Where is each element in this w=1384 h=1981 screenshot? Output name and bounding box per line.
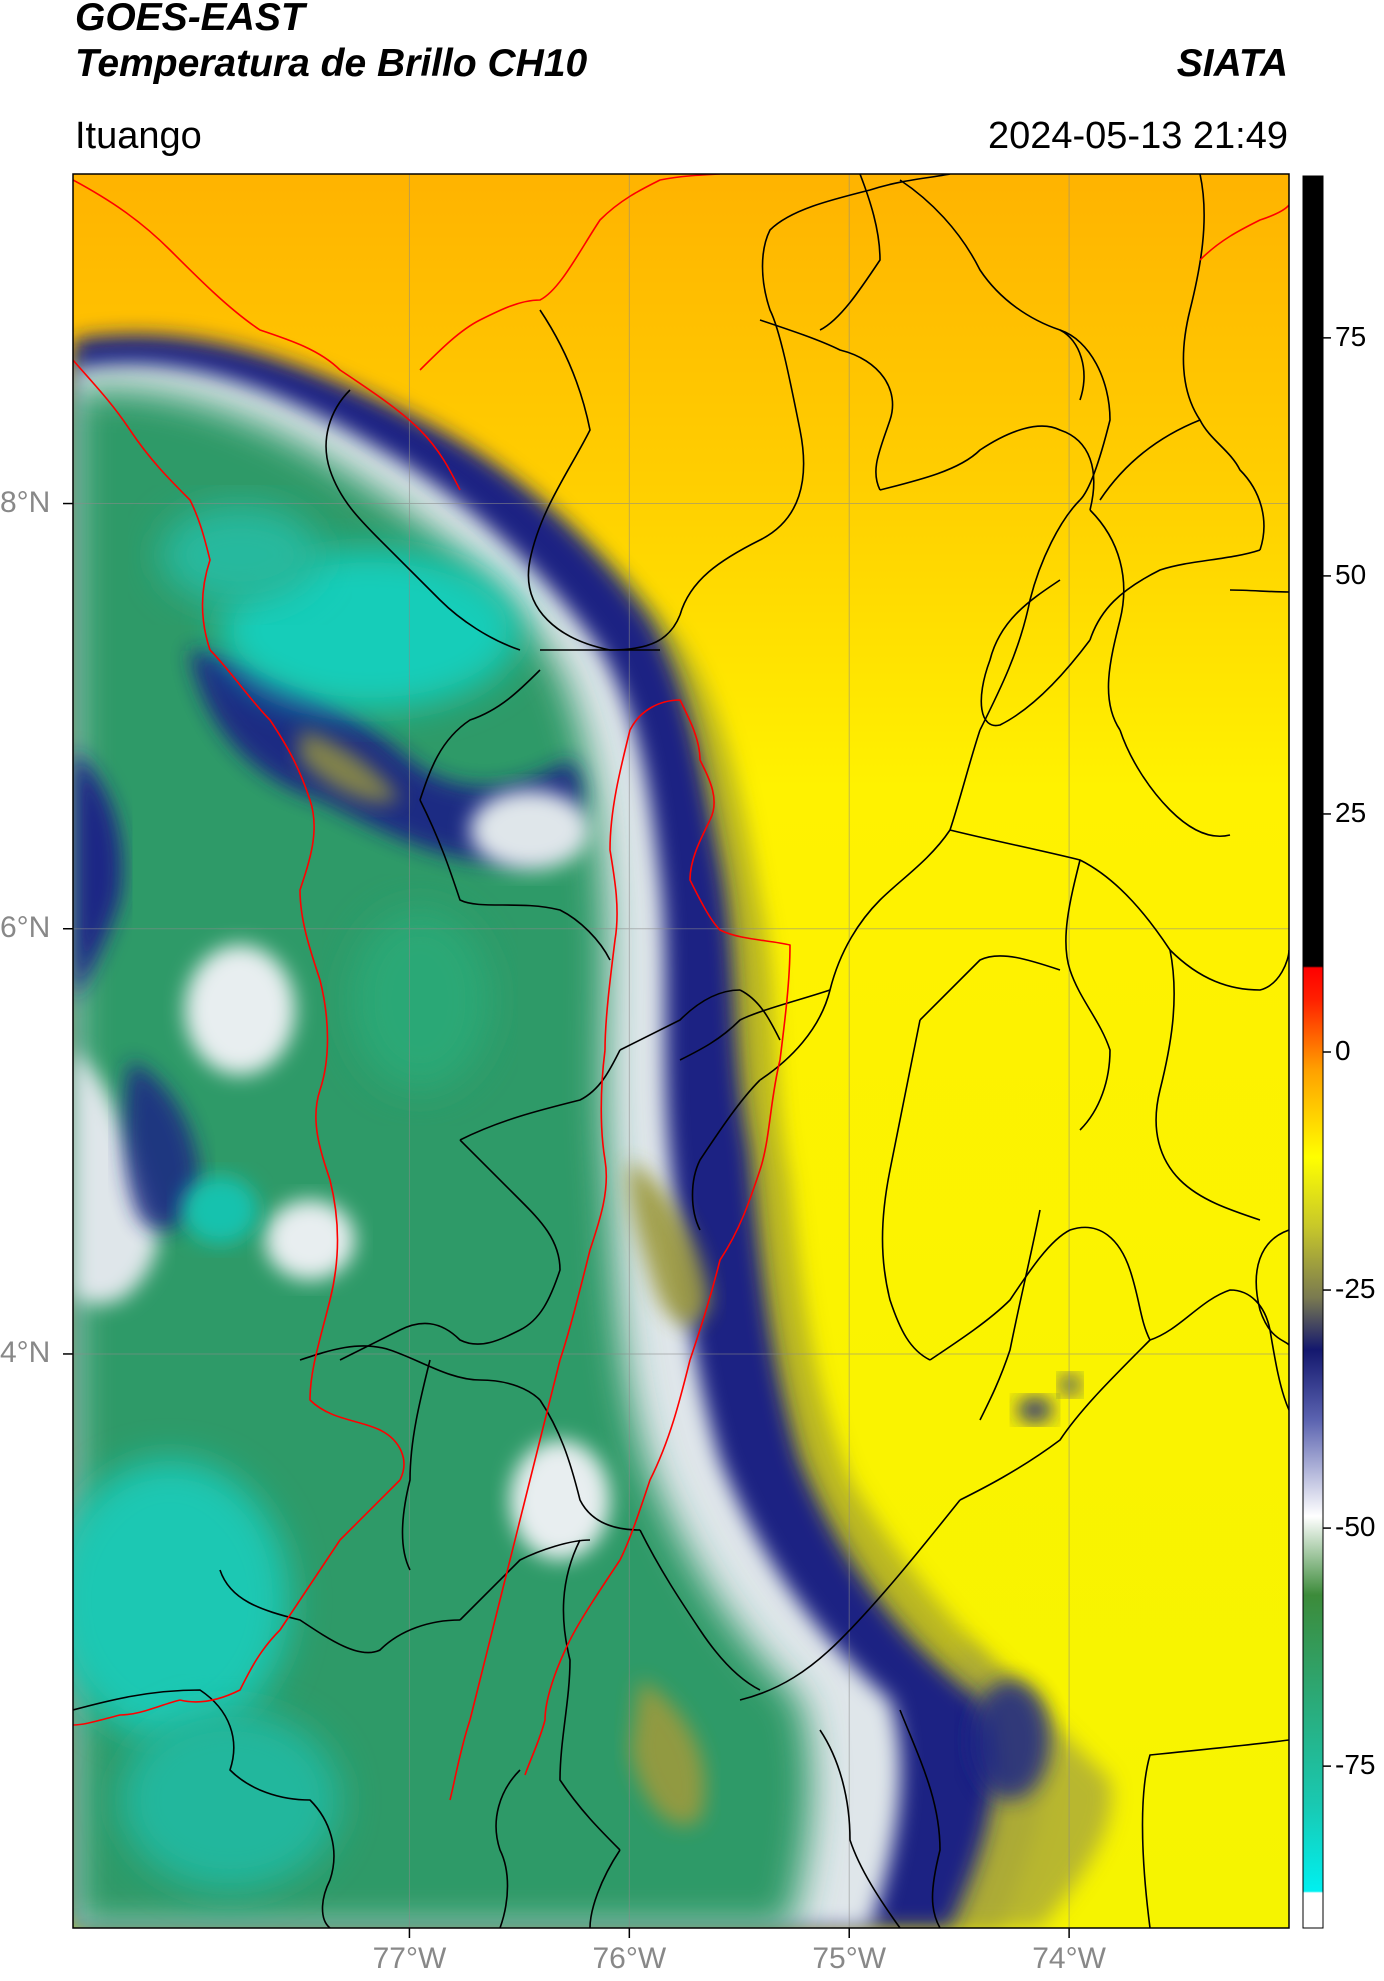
brightness-temperature-field xyxy=(73,174,1289,1928)
colorbar-tick-label: -75 xyxy=(1335,1749,1376,1781)
admin-borders xyxy=(73,174,1289,1928)
lat-label: 4°N xyxy=(0,1335,51,1369)
agency-label: SIATA xyxy=(1176,42,1288,85)
red-borders xyxy=(73,174,1289,1801)
lon-label: 75°W xyxy=(812,1942,887,1975)
lat-label: 8°N xyxy=(0,485,51,519)
region-label: Ituango xyxy=(75,115,202,157)
lon-label: 77°W xyxy=(372,1942,447,1975)
colorbar-tick-label: 75 xyxy=(1335,320,1367,352)
lon-label: 76°W xyxy=(592,1942,667,1975)
lon-label: 74°W xyxy=(1032,1942,1106,1975)
colorbar-tick-label: -25 xyxy=(1335,1273,1376,1305)
lat-label: 6°N xyxy=(0,910,51,944)
graticule xyxy=(73,174,1289,1928)
satellite-title: GOES-EAST xyxy=(75,0,305,39)
datetime-label: 2024-05-13 21:49 xyxy=(987,115,1288,157)
map-ticks xyxy=(63,502,1070,1938)
product-title: Temperatura de Brillo CH10 xyxy=(75,42,588,85)
colorbar-tick-label: 25 xyxy=(1335,796,1367,828)
colorbar-tick-label: -50 xyxy=(1335,1511,1376,1543)
map-frame xyxy=(72,173,1290,1929)
colorbar-tick-label: 50 xyxy=(1335,558,1367,590)
colorbar-tick-label: 0 xyxy=(1335,1035,1351,1066)
colorbar xyxy=(1302,175,1324,1929)
colorbar-ticks xyxy=(1323,337,1331,1767)
